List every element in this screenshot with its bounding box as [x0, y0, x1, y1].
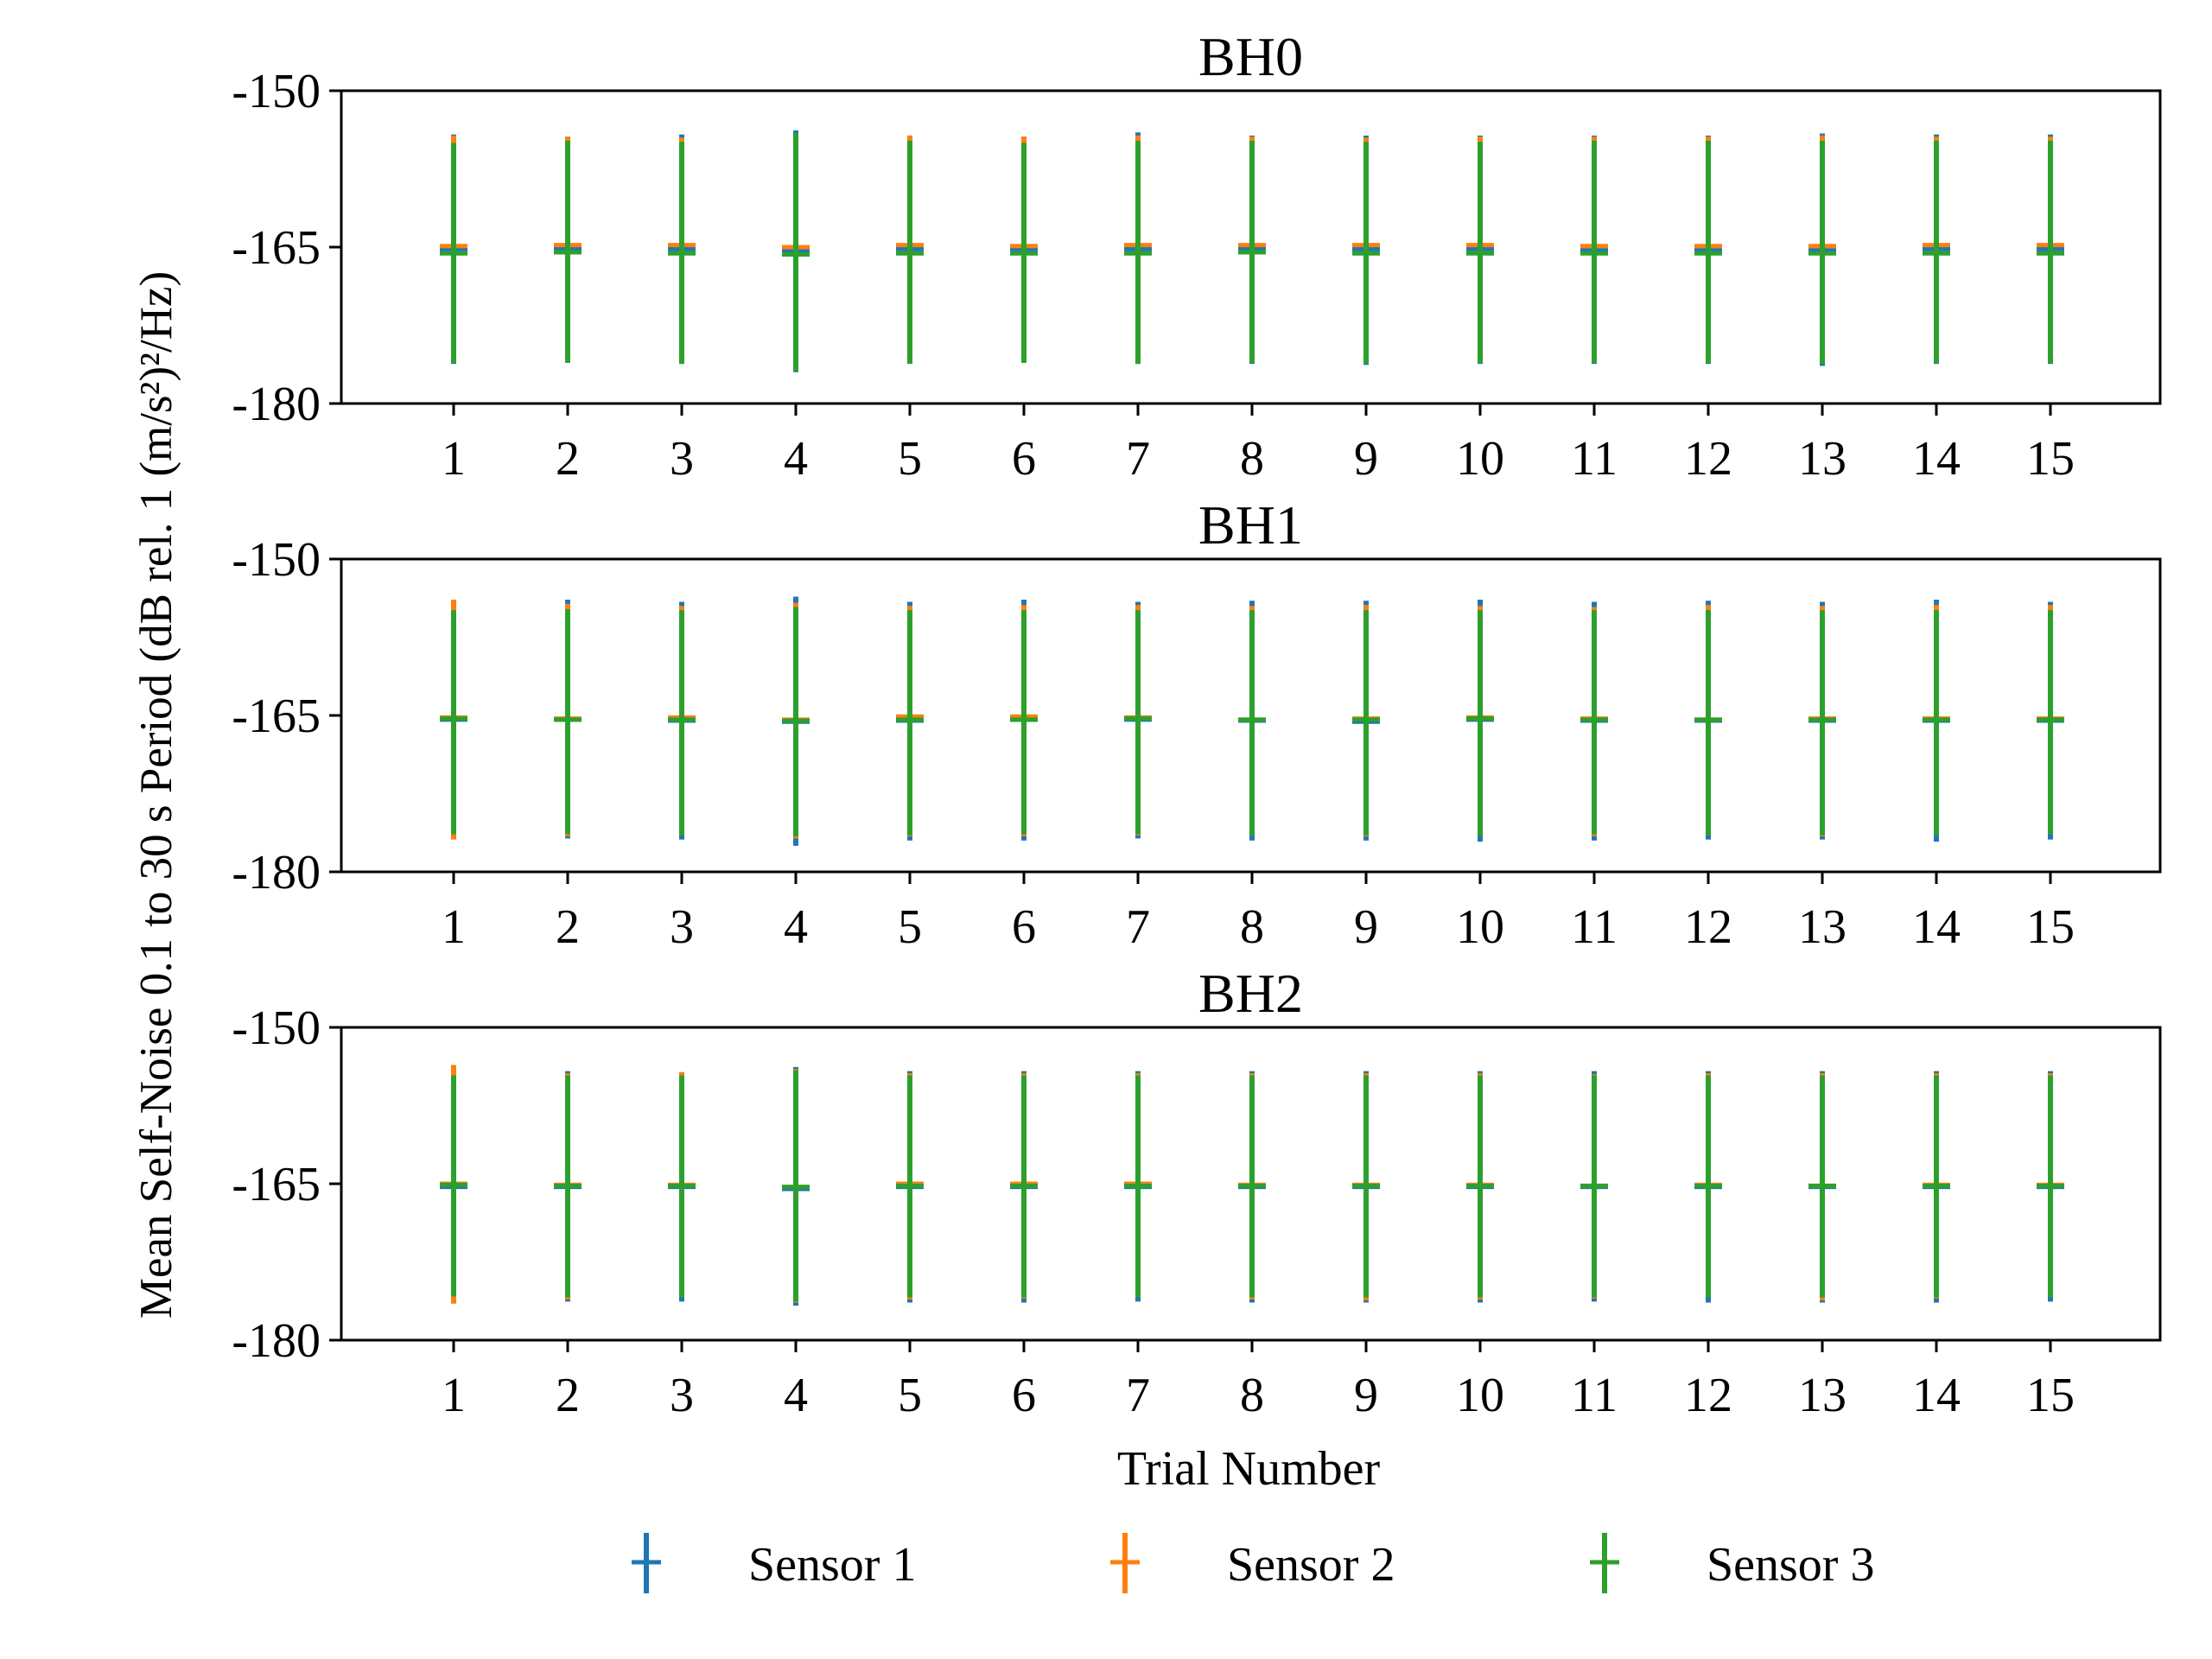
- x-tick-label: 12: [1684, 432, 1732, 486]
- panel-title: BH1: [1198, 494, 1303, 556]
- x-tick-label: 12: [1684, 900, 1732, 954]
- x-tick-label: 11: [1571, 900, 1618, 954]
- x-tick-label: 14: [1912, 432, 1961, 486]
- x-tick-label: 8: [1240, 900, 1264, 954]
- x-tick-label: 6: [1012, 1369, 1036, 1422]
- x-tick-label: 12: [1684, 1369, 1732, 1422]
- y-tick-label: -165: [232, 221, 321, 275]
- x-tick-label: 14: [1912, 1369, 1961, 1422]
- x-tick-label: 2: [556, 900, 580, 954]
- x-tick-label: 2: [556, 432, 580, 486]
- x-tick-label: 15: [2026, 900, 2075, 954]
- x-tick-label: 4: [784, 1369, 808, 1422]
- x-tick-label: 3: [670, 432, 694, 486]
- legend-entry-3: Sensor 3: [1590, 1533, 1874, 1593]
- x-tick-label: 9: [1354, 432, 1378, 486]
- x-tick-label: 10: [1456, 900, 1504, 954]
- y-tick-label: -180: [232, 846, 321, 899]
- x-tick-label: 8: [1240, 432, 1264, 486]
- series-sensor-3: [440, 1070, 2064, 1302]
- x-tick-label: 3: [670, 1369, 694, 1422]
- legend-entry-2: Sensor 2: [1110, 1533, 1395, 1593]
- x-tick-label: 4: [784, 432, 808, 486]
- x-tick-label: 5: [898, 1369, 922, 1422]
- y-axis-label: Mean Self-Noise 0.1 to 30 s Period (dB r…: [131, 271, 181, 1319]
- legend-label: Sensor 3: [1707, 1538, 1874, 1592]
- y-tick-label: -165: [232, 1158, 321, 1211]
- x-tick-label: 11: [1571, 432, 1618, 486]
- x-tick-label: 6: [1012, 432, 1036, 486]
- legend-entry-1: Sensor 1: [632, 1533, 916, 1593]
- x-tick-label: 3: [670, 900, 694, 954]
- series-sensor-3: [440, 607, 2064, 836]
- panel-title: BH2: [1198, 963, 1303, 1024]
- legend: Sensor 1 Sensor 2 Sensor 3: [632, 1533, 1874, 1593]
- x-tick-label: 9: [1354, 900, 1378, 954]
- x-axis-label: Trial Number: [1117, 1442, 1381, 1496]
- x-tick-label: 10: [1456, 1369, 1504, 1422]
- x-tick-label: 13: [1798, 900, 1847, 954]
- x-tick-label: 2: [556, 1369, 580, 1422]
- x-tick-label: 1: [442, 432, 466, 486]
- x-tick-label: 4: [784, 900, 808, 954]
- x-tick-label: 1: [442, 900, 466, 954]
- y-tick-label: -150: [232, 533, 321, 587]
- x-tick-label: 10: [1456, 432, 1504, 486]
- x-tick-label: 9: [1354, 1369, 1378, 1422]
- y-tick-label: -165: [232, 690, 321, 743]
- x-tick-label: 7: [1126, 900, 1150, 954]
- y-tick-label: -150: [232, 65, 321, 118]
- y-tick-label: -150: [232, 1001, 321, 1055]
- x-tick-label: 13: [1798, 1369, 1847, 1422]
- series-sensor-3: [440, 133, 2064, 372]
- x-tick-label: 11: [1571, 1369, 1618, 1422]
- x-tick-label: 15: [2026, 1369, 2075, 1422]
- x-tick-label: 15: [2026, 432, 2075, 486]
- legend-label: Sensor 2: [1227, 1538, 1395, 1592]
- x-tick-label: 14: [1912, 900, 1961, 954]
- x-tick-label: 6: [1012, 900, 1036, 954]
- panel-title: BH0: [1198, 26, 1303, 87]
- x-tick-label: 5: [898, 432, 922, 486]
- x-tick-label: 1: [442, 1369, 466, 1422]
- legend-label: Sensor 1: [748, 1538, 916, 1592]
- x-tick-label: 8: [1240, 1369, 1264, 1422]
- y-tick-label: -180: [232, 1314, 321, 1368]
- y-tick-label: -180: [232, 378, 321, 431]
- x-tick-label: 13: [1798, 432, 1847, 486]
- x-tick-label: 7: [1126, 1369, 1150, 1422]
- x-tick-label: 5: [898, 900, 922, 954]
- x-tick-label: 7: [1126, 432, 1150, 486]
